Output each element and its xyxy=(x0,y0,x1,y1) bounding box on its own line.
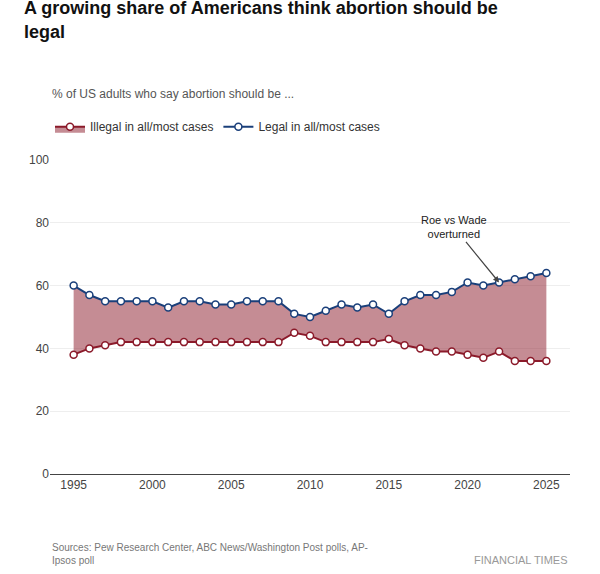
svg-text:100: 100 xyxy=(29,153,49,167)
svg-text:2005: 2005 xyxy=(218,478,245,492)
svg-text:80: 80 xyxy=(36,216,50,230)
svg-text:A growing share of Americans t: A growing share of Americans think abort… xyxy=(24,0,498,42)
svg-text:0: 0 xyxy=(42,467,49,481)
svg-text:Legal in all/most cases: Legal in all/most cases xyxy=(258,120,379,134)
svg-text:20: 20 xyxy=(36,404,50,418)
svg-text:2020: 2020 xyxy=(454,478,481,492)
svg-text:2025: 2025 xyxy=(533,478,560,492)
svg-text:2015: 2015 xyxy=(375,478,402,492)
svg-text:2000: 2000 xyxy=(139,478,166,492)
svg-text:Illegal in all/most cases: Illegal in all/most cases xyxy=(90,120,213,134)
svg-text:Sources: Pew Research Center,: Sources: Pew Research Center, ABC News/W… xyxy=(52,542,368,566)
svg-text:Roe vs Wadeoverturned: Roe vs Wadeoverturned xyxy=(421,214,487,240)
svg-text:60: 60 xyxy=(36,279,50,293)
svg-text:2010: 2010 xyxy=(297,478,324,492)
svg-text:FINANCIAL TIMES: FINANCIAL TIMES xyxy=(474,554,568,566)
svg-text:% of US adults who say abortio: % of US adults who say abortion should b… xyxy=(52,87,294,101)
svg-text:1995: 1995 xyxy=(60,478,87,492)
svg-text:40: 40 xyxy=(36,342,50,356)
